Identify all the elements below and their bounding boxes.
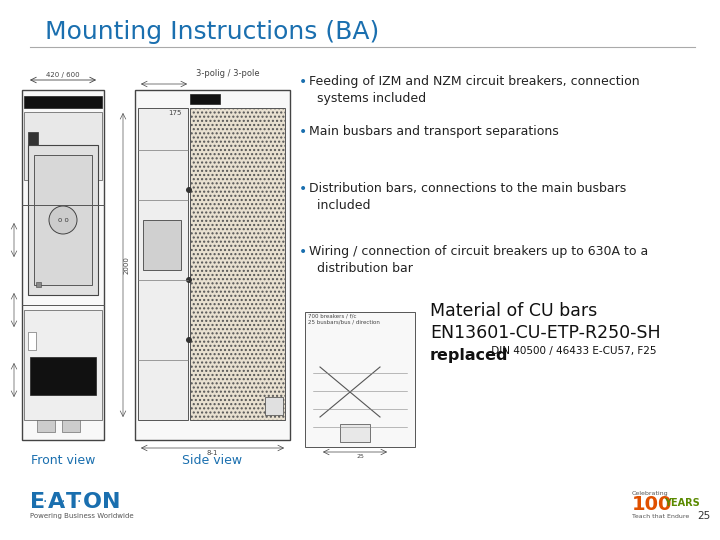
Text: 3-polig / 3-pole: 3-polig / 3-pole <box>196 69 260 78</box>
Text: Main busbars and transport separations: Main busbars and transport separations <box>309 125 559 138</box>
Bar <box>190 108 285 420</box>
Text: Distribution bars, connections to the main busbars
  included: Distribution bars, connections to the ma… <box>309 182 626 212</box>
Text: Mounting Instructions (BA): Mounting Instructions (BA) <box>45 20 379 44</box>
Text: •: • <box>299 75 307 89</box>
Bar <box>34 155 92 285</box>
Text: ·: · <box>60 495 64 509</box>
Text: A: A <box>48 492 66 512</box>
Text: EN13601-CU-ETP-R250-SH: EN13601-CU-ETP-R250-SH <box>430 324 661 342</box>
Text: O: O <box>83 492 102 512</box>
Bar <box>36 282 41 287</box>
Bar <box>30 357 96 395</box>
Bar <box>24 112 102 180</box>
Bar <box>340 424 370 442</box>
Circle shape <box>186 337 192 343</box>
Bar <box>62 420 80 432</box>
Bar <box>28 132 38 160</box>
Text: Teach that Endure: Teach that Endure <box>632 515 689 519</box>
Circle shape <box>186 277 192 283</box>
Text: ·: · <box>42 495 46 509</box>
Text: T: T <box>66 492 81 512</box>
Text: replaced: replaced <box>430 348 508 363</box>
Bar <box>22 90 104 440</box>
Text: E: E <box>30 492 45 512</box>
Bar <box>265 397 283 415</box>
Text: 100: 100 <box>632 496 672 515</box>
Text: Celebrating: Celebrating <box>632 491 669 496</box>
Bar <box>28 145 98 295</box>
Bar <box>143 220 181 270</box>
Text: Material of CU bars: Material of CU bars <box>430 302 598 320</box>
Text: o o: o o <box>58 217 68 223</box>
Bar <box>42 147 54 155</box>
Bar <box>24 96 102 108</box>
Text: 175: 175 <box>168 110 181 116</box>
Circle shape <box>186 187 192 193</box>
Text: Powering Business Worldwide: Powering Business Worldwide <box>30 513 134 519</box>
Text: •: • <box>299 245 307 259</box>
Text: •: • <box>299 182 307 196</box>
Bar <box>305 312 415 447</box>
Bar <box>37 420 55 432</box>
Text: N: N <box>102 492 120 512</box>
Text: 2000: 2000 <box>124 256 130 274</box>
Text: 700 breakers / f/c
25 busbars/bus / direction: 700 breakers / f/c 25 busbars/bus / dire… <box>308 314 380 325</box>
Text: •: • <box>299 125 307 139</box>
Bar <box>138 108 188 420</box>
Bar <box>135 90 290 440</box>
Text: 420 / 600: 420 / 600 <box>46 72 80 78</box>
Bar <box>28 332 36 350</box>
Text: Front view: Front view <box>31 454 95 467</box>
Circle shape <box>49 206 77 234</box>
Text: ·: · <box>96 495 100 509</box>
Text: 25: 25 <box>697 511 710 521</box>
Text: Feeding of IZM and NZM circuit breakers, connection
  systems included: Feeding of IZM and NZM circuit breakers,… <box>309 75 639 105</box>
Text: Wiring / connection of circuit breakers up to 630A to a
  distribution bar: Wiring / connection of circuit breakers … <box>309 245 648 275</box>
Bar <box>190 94 220 104</box>
Text: DIN 40500 / 46433 E-CU57, F25: DIN 40500 / 46433 E-CU57, F25 <box>488 346 657 356</box>
Text: 8-1: 8-1 <box>207 450 218 456</box>
Bar <box>24 310 102 420</box>
Text: 25: 25 <box>356 454 364 459</box>
Text: YEARS: YEARS <box>664 498 700 508</box>
Text: Side view: Side view <box>182 454 243 467</box>
Text: ·: · <box>77 495 81 509</box>
